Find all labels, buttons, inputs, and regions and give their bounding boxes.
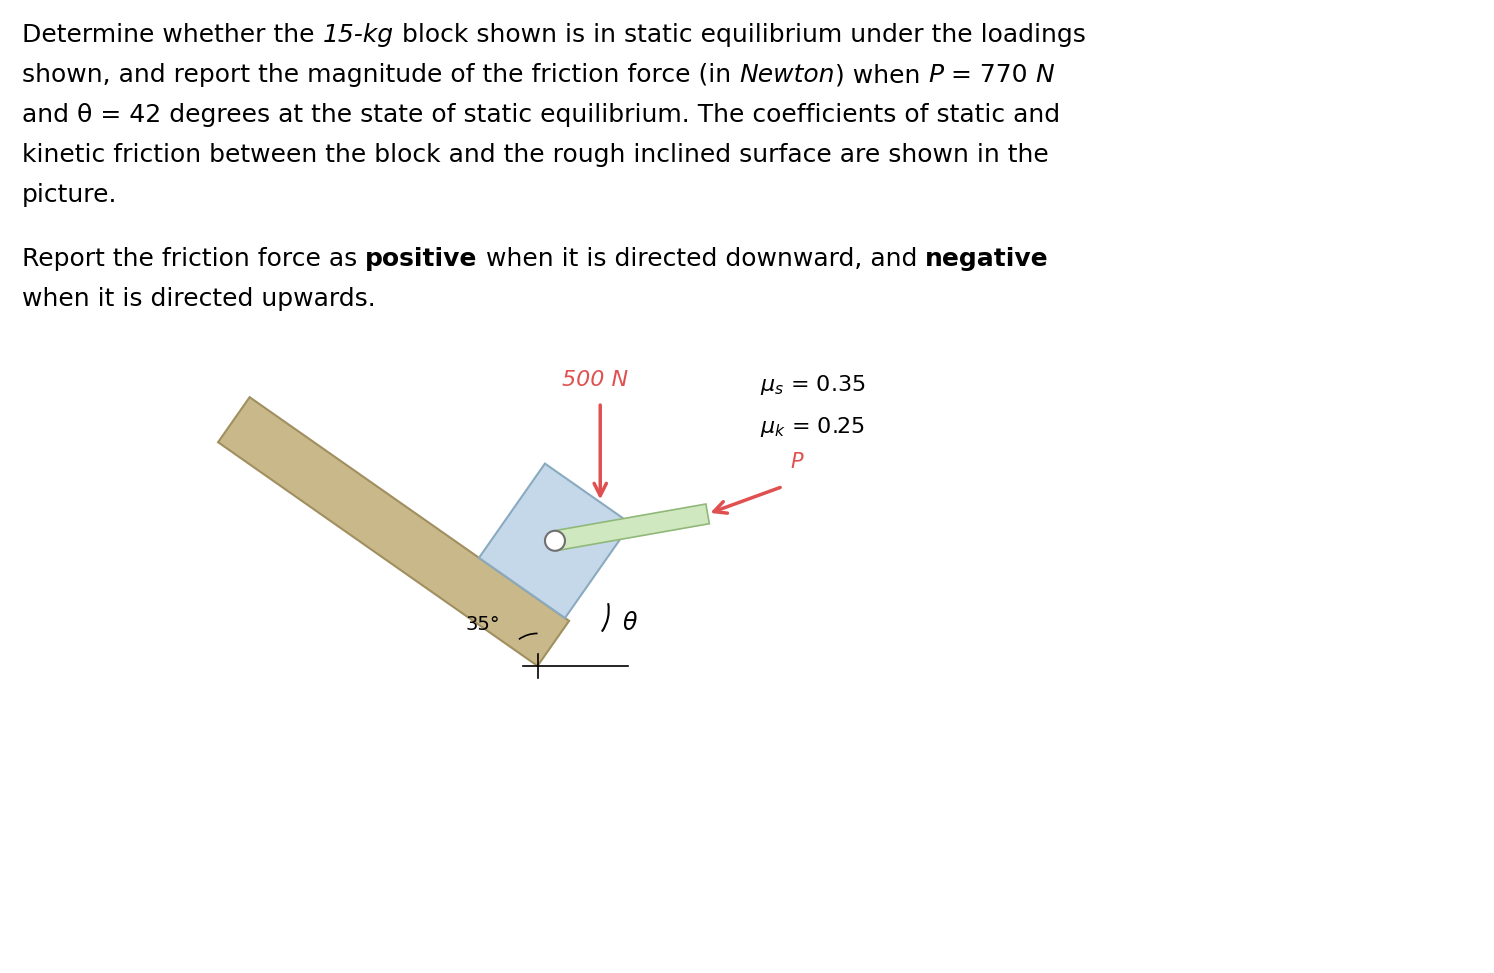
Text: when it is directed upwards.: when it is directed upwards. (22, 287, 376, 311)
Text: $\mu_s$ = 0.35: $\mu_s$ = 0.35 (760, 373, 865, 397)
Text: negative: negative (925, 247, 1049, 271)
Text: when it is directed downward, and: when it is directed downward, and (478, 247, 925, 271)
Text: 500 N: 500 N (562, 371, 629, 390)
Text: positive: positive (365, 247, 478, 271)
Text: Newton: Newton (740, 63, 835, 87)
Circle shape (545, 531, 565, 551)
Polygon shape (480, 463, 630, 618)
Text: Report the friction force as: Report the friction force as (22, 247, 365, 271)
Text: P: P (928, 63, 943, 87)
Text: N: N (1035, 63, 1055, 87)
Text: = 770: = 770 (943, 63, 1035, 87)
Text: 15-kg: 15-kg (323, 23, 393, 47)
Polygon shape (553, 504, 710, 551)
Text: picture.: picture. (22, 183, 118, 207)
Text: and θ = 42 degrees at the state of static equilibrium. The coefficients of stati: and θ = 42 degrees at the state of stati… (22, 103, 1061, 127)
Text: 35°: 35° (465, 615, 500, 634)
Text: θ: θ (622, 611, 636, 634)
Text: $\mu_k$ = 0.25: $\mu_k$ = 0.25 (760, 415, 865, 439)
Text: block shown is in static equilibrium under the loadings: block shown is in static equilibrium und… (393, 23, 1086, 47)
Text: P: P (790, 451, 804, 472)
Text: Determine whether the: Determine whether the (22, 23, 323, 47)
Polygon shape (218, 397, 569, 666)
Text: kinetic friction between the block and the rough inclined surface are shown in t: kinetic friction between the block and t… (22, 143, 1049, 167)
Text: ) when: ) when (835, 63, 928, 87)
Text: shown, and report the magnitude of the friction force (in: shown, and report the magnitude of the f… (22, 63, 740, 87)
